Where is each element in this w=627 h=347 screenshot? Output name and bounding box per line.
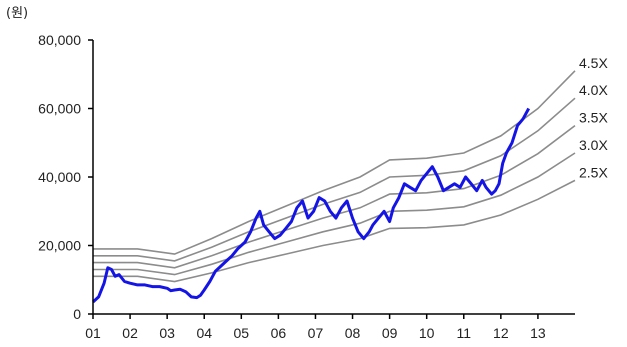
band-line-4_5x <box>93 70 576 255</box>
stock-price-series <box>91 107 531 304</box>
x-tick-label: 12 <box>493 325 509 341</box>
band-line-3_0x <box>93 152 576 276</box>
band-label: 2.5X <box>579 164 608 180</box>
x-tick-label: 10 <box>419 325 435 341</box>
band-label: 3.5X <box>579 110 608 126</box>
x-tick-label: 06 <box>271 325 287 341</box>
band-labels: 4.5X 4.0X 3.5X 3.0X 2.5X <box>579 55 608 181</box>
axes: 0 20,000 40,000 60,000 80,000 01 02 03 04 05 06 07 0… <box>38 32 575 341</box>
y-tick-label: 40,000 <box>38 169 81 185</box>
band-line-2_5x <box>93 179 576 283</box>
band-label: 4.0X <box>579 82 608 98</box>
x-tick-label: 11 <box>456 325 471 341</box>
y-tick-label: 80,000 <box>38 32 81 48</box>
pbr-bands <box>93 70 576 283</box>
x-tick-label: 01 <box>85 325 101 341</box>
y-axis-unit-label: (원) <box>6 6 29 21</box>
price-line <box>91 107 531 304</box>
band-line-4_0x <box>93 97 576 262</box>
y-tick-label: 60,000 <box>38 101 81 117</box>
band-label: 3.0X <box>579 137 608 153</box>
band-label: 4.5X <box>579 55 608 71</box>
x-tick-label: 13 <box>530 325 546 341</box>
x-tick-label: 03 <box>159 325 175 341</box>
x-tick-label: 04 <box>196 325 212 341</box>
x-tick-label: 05 <box>234 325 250 341</box>
x-tick-label: 09 <box>382 325 398 341</box>
y-tick-label: 0 <box>73 306 81 322</box>
y-tick-label: 20,000 <box>38 238 81 254</box>
x-tick-label: 02 <box>122 325 138 341</box>
band-line-3_5x <box>93 124 576 269</box>
x-tick-label: 08 <box>345 325 361 341</box>
x-tick-label: 07 <box>308 325 324 341</box>
